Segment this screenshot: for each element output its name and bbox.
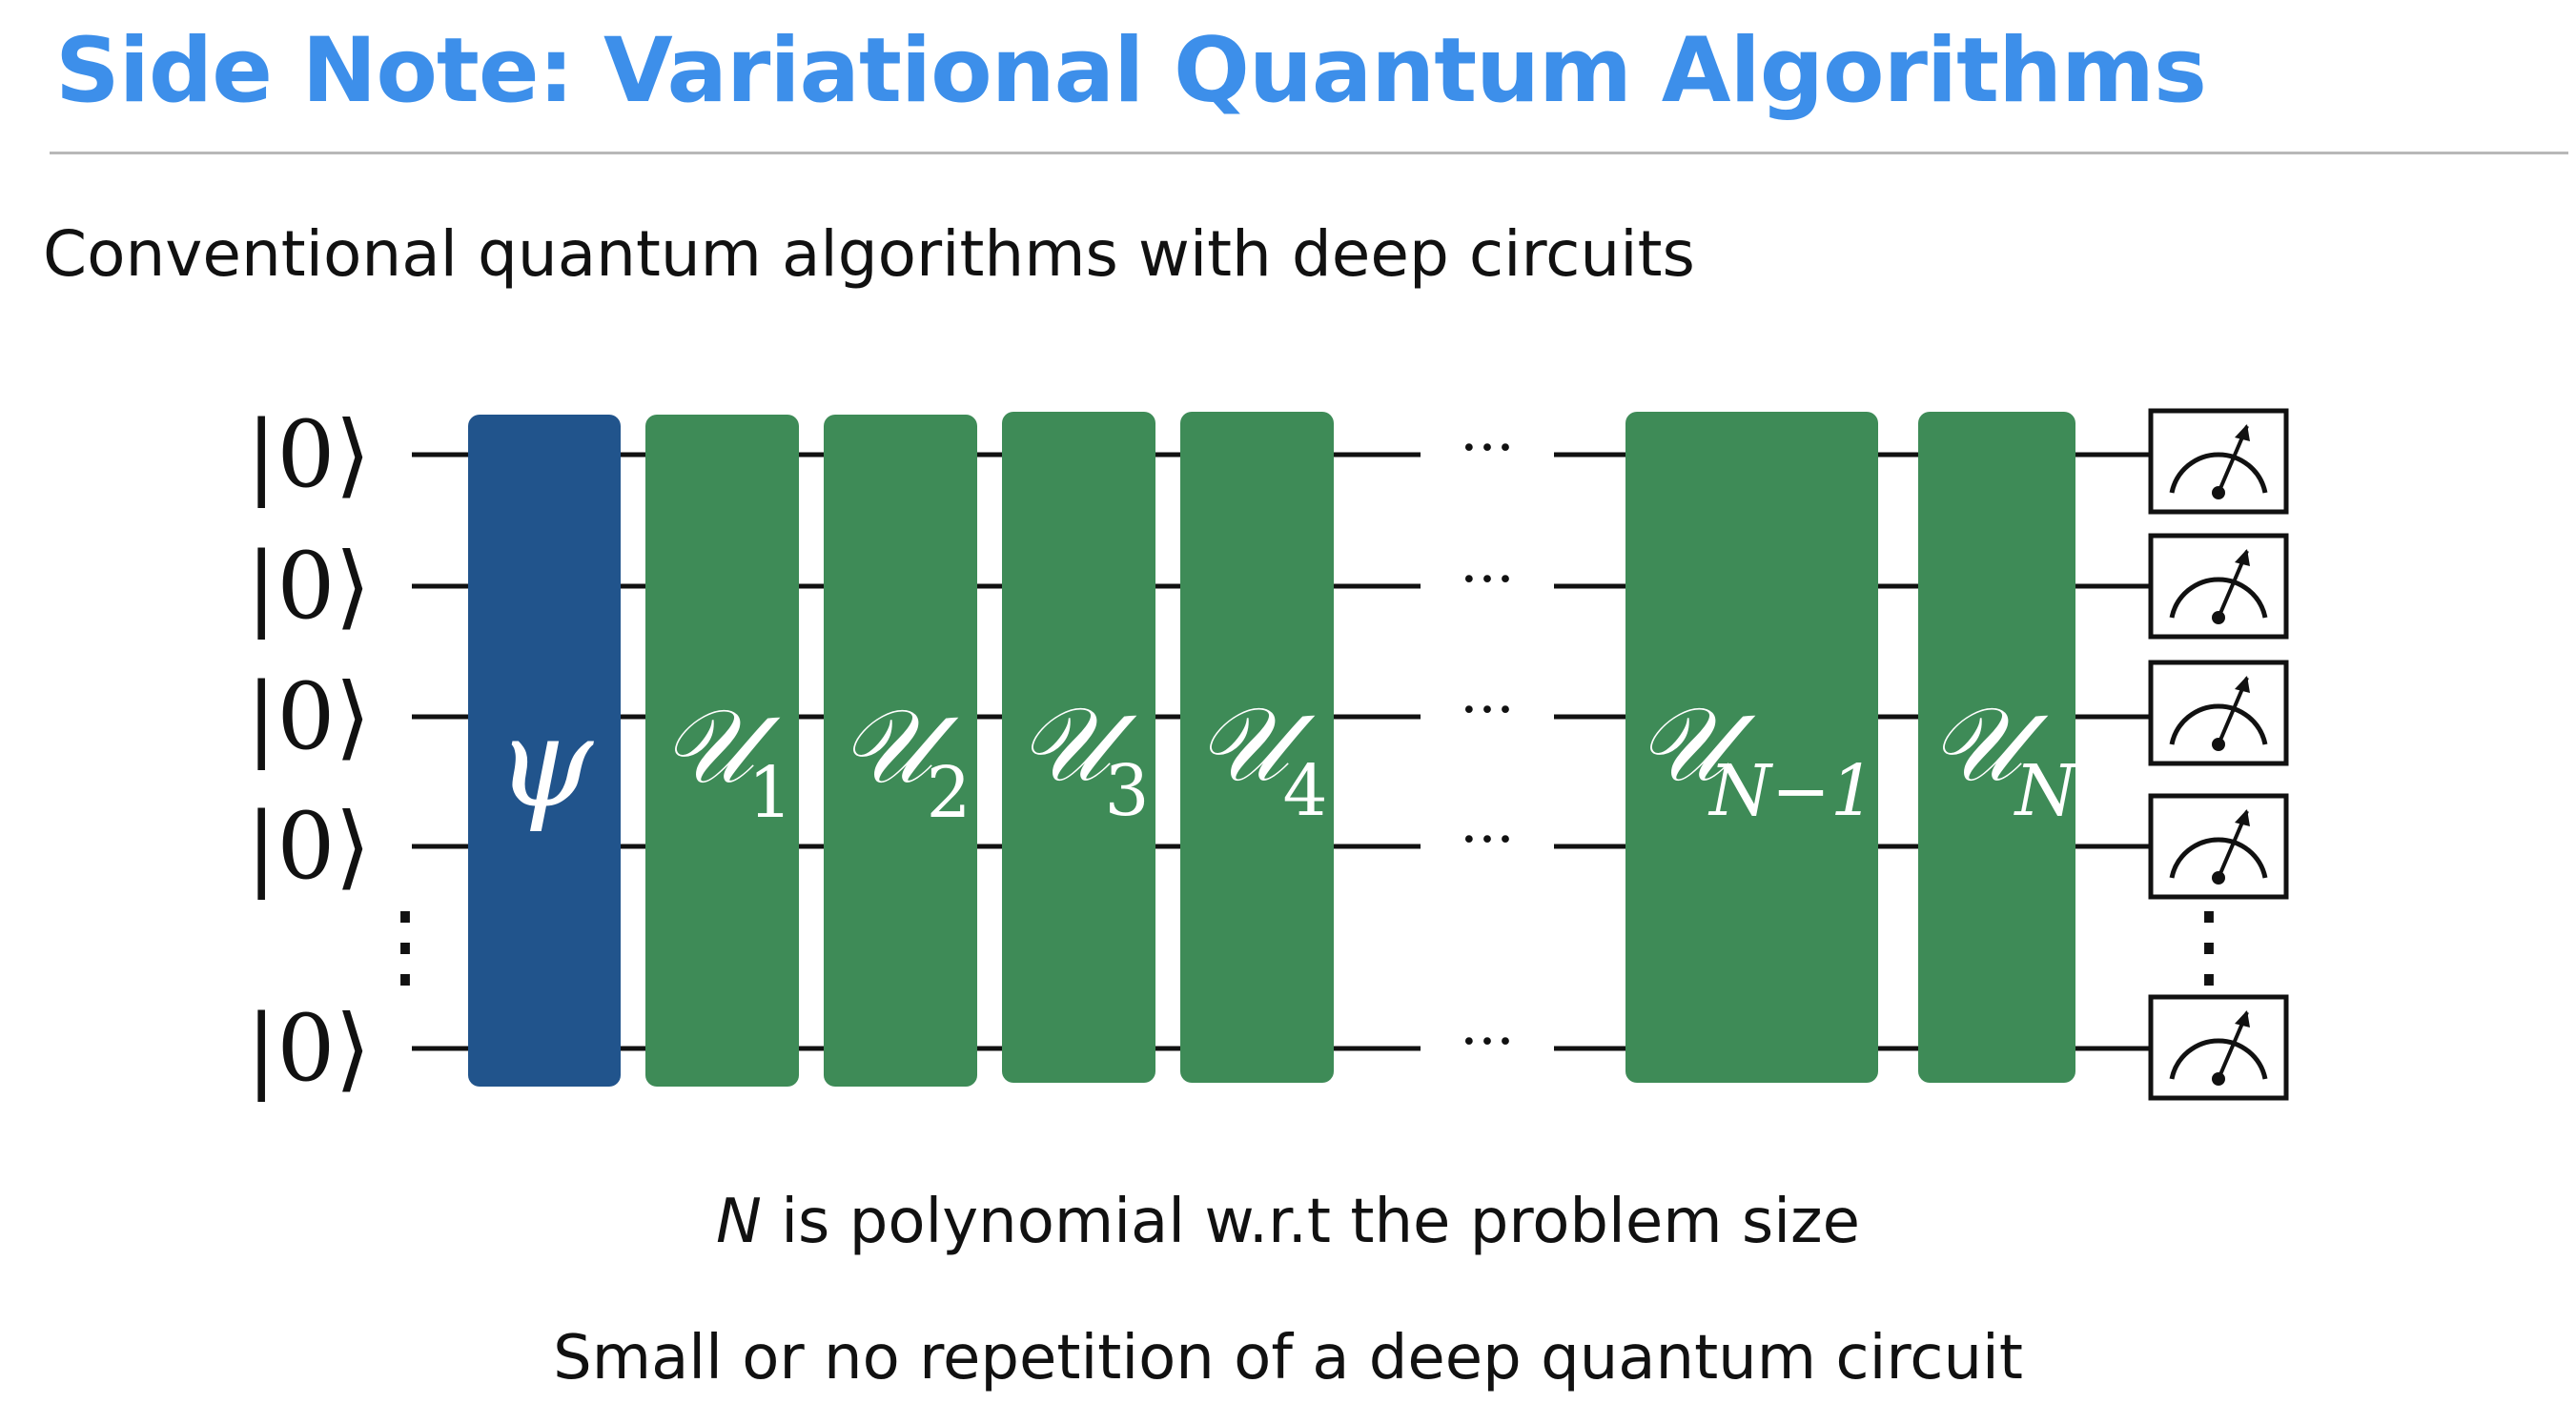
unitary-gate-3-subscript: 3	[1104, 750, 1149, 832]
unitary-gate-1-box	[645, 415, 799, 1087]
measurement-ellipsis: ⋮	[2163, 892, 2255, 999]
qubit-label-2: |0⟩	[246, 533, 371, 640]
meter-icon	[2148, 793, 2289, 900]
note-polynomial-text: is polynomial w.r.t the problem size	[761, 1187, 1860, 1257]
unitary-gate-n-box	[1918, 412, 2075, 1083]
slide-title: Side Note: Variational Quantum Algorithm…	[55, 19, 2207, 123]
qubit-label-5: |0⟩	[246, 995, 371, 1102]
title-divider	[50, 152, 2568, 154]
qubit-ellipsis: ⋮	[359, 892, 451, 999]
wire-ellipsis-3: ···	[1460, 677, 1514, 743]
unitary-gate-n-minus-1-subscript: N−1	[1707, 750, 1875, 832]
note-variable-n: N	[716, 1187, 762, 1257]
wire-ellipsis-4: ···	[1460, 806, 1514, 873]
unitary-gate-2-subscript: 2	[926, 752, 971, 834]
unitary-gate-n-subscript: N	[2014, 750, 2079, 832]
unitary-gate-2-box	[824, 415, 977, 1087]
psi-gate: ψ	[468, 415, 621, 1087]
unitary-gate-3: 𝒰 3	[1002, 412, 1155, 1083]
unitary-gates: 𝒰 1 𝒰 2 𝒰 3 𝒰 4 𝒰 N−1 𝒰 N	[645, 412, 2079, 1087]
unitary-gate-1: 𝒰 1	[645, 415, 799, 1087]
unitary-gate-1-subscript: 1	[747, 752, 792, 834]
meter-icon	[2148, 533, 2289, 640]
unitary-gate-4: 𝒰 4	[1180, 412, 1334, 1083]
qubit-labels: |0⟩ |0⟩ |0⟩ |0⟩ |0⟩ ⋮	[246, 401, 451, 1102]
meter-icon	[2148, 994, 2289, 1101]
unitary-gate-2: 𝒰 2	[824, 415, 977, 1087]
unitary-gate-3-box	[1002, 412, 1155, 1083]
note-repetition: Small or no repetition of a deep quantum…	[553, 1323, 2023, 1393]
unitary-gate-n-minus-1: 𝒰 N−1	[1625, 412, 1878, 1083]
unitary-gate-n: 𝒰 N	[1918, 412, 2079, 1083]
meter-icon	[2148, 660, 2289, 766]
qubit-label-4: |0⟩	[246, 793, 371, 900]
unitary-gate-n-minus-1-box	[1625, 412, 1878, 1083]
note-polynomial: N is polynomial w.r.t the problem size	[0, 1187, 2576, 1257]
unitary-gate-4-box	[1180, 412, 1334, 1083]
unitary-gate-4-subscript: 4	[1282, 750, 1327, 832]
psi-gate-symbol: ψ	[496, 690, 594, 835]
meter-icon	[2148, 408, 2289, 515]
qubit-label-3: |0⟩	[246, 663, 371, 770]
wire-ellipsis-2: ···	[1460, 546, 1514, 613]
wire-ellipses: ··· ··· ··· ··· ···	[1460, 415, 1514, 1075]
psi-gate-box	[468, 415, 621, 1087]
measurements: ⋮	[2148, 408, 2289, 1101]
wire-ellipsis-5: ···	[1460, 1008, 1514, 1075]
wire-ellipsis-1: ···	[1460, 415, 1514, 481]
slide-subtitle: Conventional quantum algorithms with dee…	[43, 217, 1695, 291]
qubit-label-1: |0⟩	[246, 401, 371, 508]
